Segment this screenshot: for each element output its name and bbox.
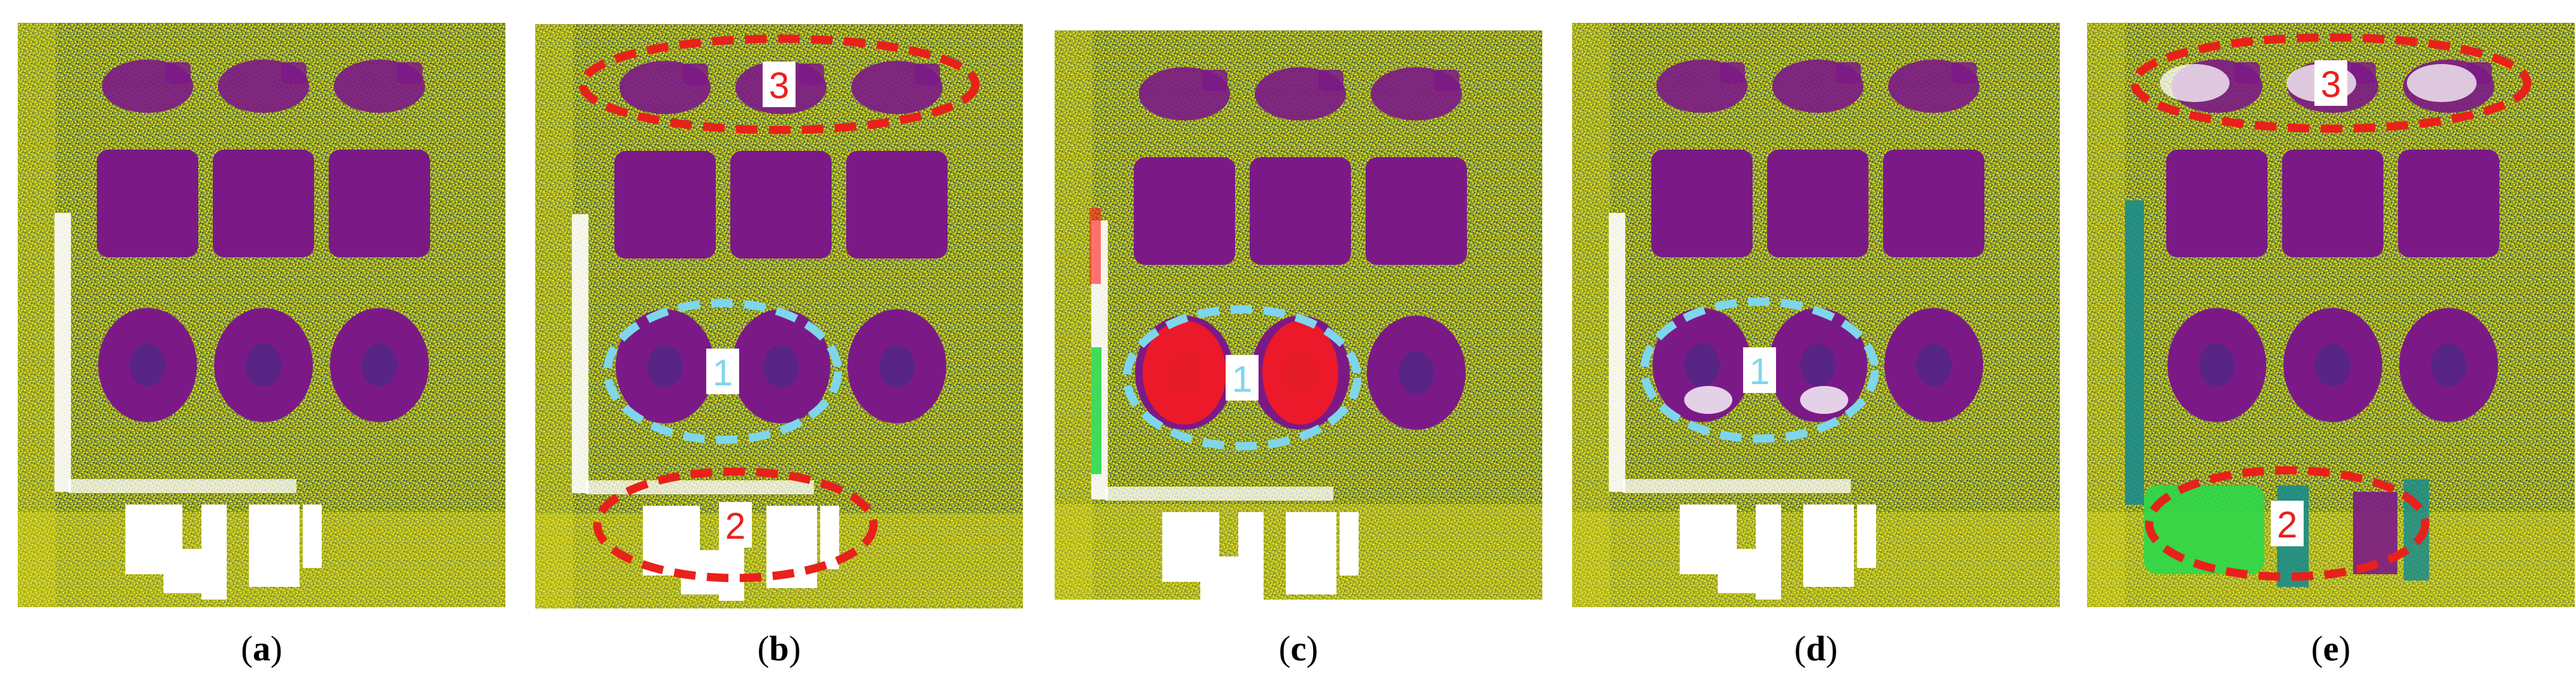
classification-map-c: 1: [1055, 30, 1542, 600]
panel-caption: (c): [1055, 631, 1542, 667]
callout-number: 2: [725, 506, 746, 547]
panel-a: (a): [18, 0, 505, 694]
caption-close: ): [2338, 629, 2351, 669]
caption-letter: b: [769, 629, 789, 669]
callout-number: 2: [2277, 504, 2297, 546]
callout-number: 3: [769, 65, 789, 106]
plot-square-1: [1651, 150, 1753, 257]
plot-square-3: [2398, 150, 2499, 257]
plot-square-3: [329, 150, 430, 257]
panel-caption: (a): [18, 631, 505, 667]
classification-map-a: [18, 23, 505, 607]
classification-map-e: 32: [2087, 23, 2575, 607]
callout-region-1: 1: [603, 299, 842, 444]
caption-open: (: [241, 629, 253, 669]
panel-caption: (d): [1572, 631, 2060, 667]
panel-e: 3 2 (e): [2087, 0, 2575, 694]
caption-letter: a: [253, 629, 270, 669]
plot-square-2: [1250, 157, 1351, 265]
caption-open: (: [1278, 629, 1291, 669]
caption-close: ): [1825, 629, 1838, 669]
plot-square-2: [1767, 150, 1869, 257]
caption-letter: d: [1806, 629, 1826, 669]
callout-region-1: 1: [1122, 305, 1362, 451]
plot-square-1: [2166, 150, 2268, 257]
callout-number: 1: [1749, 351, 1770, 392]
plot-square-2: [730, 151, 832, 259]
caption-open: (: [757, 629, 770, 669]
caption-close: ): [789, 629, 801, 669]
caption-letter: c: [1290, 629, 1307, 669]
bare-soil-region: [54, 213, 322, 600]
classification-map-d: 1: [1572, 23, 2060, 607]
caption-close: ): [270, 629, 282, 669]
callout-number: 1: [1232, 359, 1252, 400]
callout-region-2: 2: [593, 467, 878, 582]
panel-b: 3 1 2 (b): [535, 0, 1023, 694]
plot-square-3: [846, 151, 948, 259]
panel-d: 1 (d): [1572, 0, 2060, 694]
caption-open: (: [2311, 629, 2323, 669]
plot-square-1: [614, 151, 716, 259]
caption-close: ): [1306, 629, 1319, 669]
callout-number: 3: [2321, 64, 2341, 105]
panel-c: 1 (c): [1055, 0, 1542, 694]
callout-number: 1: [713, 352, 733, 394]
panel-caption: (b): [535, 631, 1023, 667]
plot-square-1: [97, 150, 198, 257]
callout-region-3: 3: [578, 34, 980, 134]
callout-region-1: 1: [1640, 297, 1879, 443]
plot-square-1: [1134, 157, 1235, 265]
bare-soil-region: [1609, 213, 1876, 600]
panel-caption: (e): [2087, 631, 2575, 667]
plot-square-2: [213, 150, 314, 257]
plot-square-3: [1883, 150, 1984, 257]
plot-square-3: [1366, 157, 1467, 265]
callout-region-2: 2: [2145, 466, 2430, 581]
classification-map-b: 3 1 2: [535, 24, 1023, 608]
plot-square-2: [2282, 150, 2383, 257]
caption-letter: e: [2323, 629, 2339, 669]
callout-region-3: 3: [2130, 33, 2532, 133]
caption-open: (: [1794, 629, 1806, 669]
